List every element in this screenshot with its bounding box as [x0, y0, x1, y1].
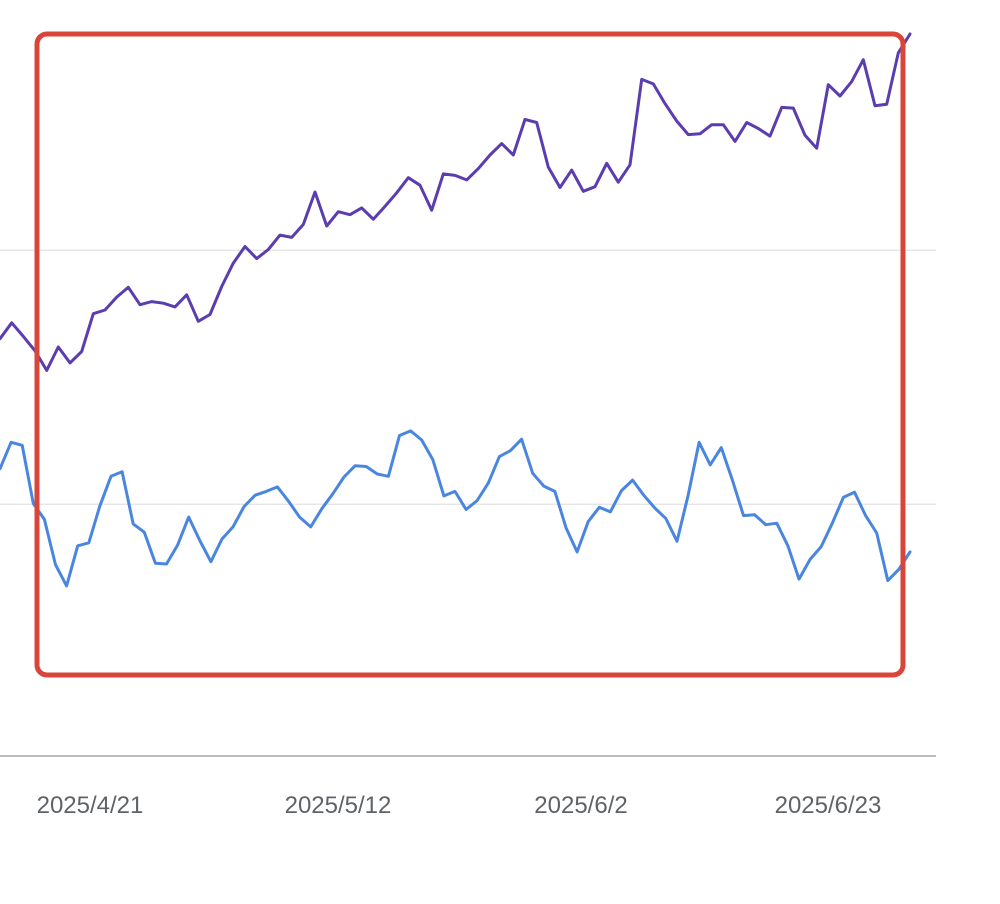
- series-layer: [0, 32, 912, 588]
- grid-layer: [0, 249, 936, 757]
- x-tick-label: 2025/5/12: [285, 792, 392, 819]
- series-line-2: [0, 429, 912, 588]
- x-tick-label: 2025/4/21: [37, 792, 144, 819]
- annotation-layer: [34, 31, 906, 678]
- x-axis-tick-labels: 2025/4/21 2025/5/12 2025/6/2 2025/6/23: [37, 792, 882, 819]
- x-tick-label: 2025/6/23: [775, 792, 882, 819]
- highlight-box: [34, 31, 906, 678]
- series-line-1: [0, 32, 912, 372]
- x-tick-label: 2025/6/2: [534, 792, 627, 819]
